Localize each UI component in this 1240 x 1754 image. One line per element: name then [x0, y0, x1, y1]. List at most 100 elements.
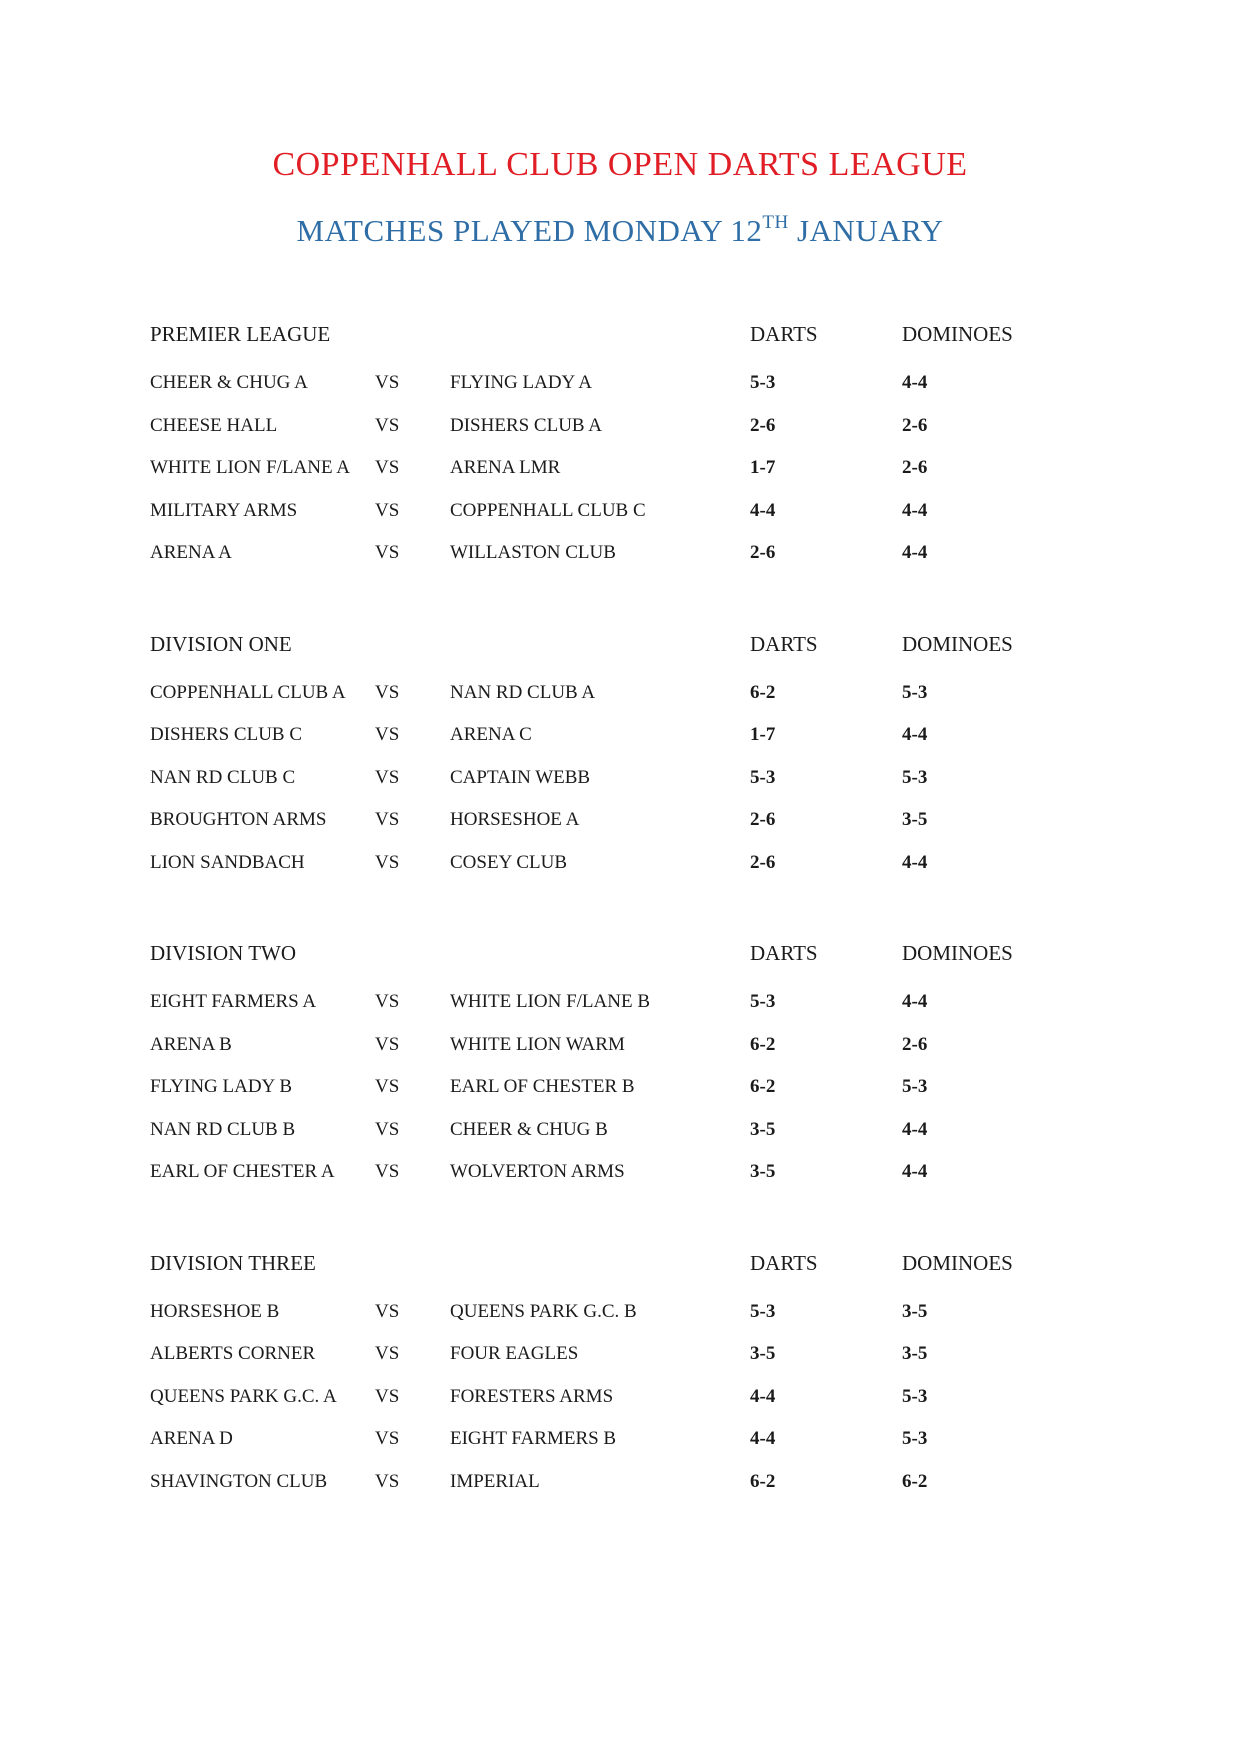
league-section: DIVISION THREE DARTS DOMINOES HORSESHOE B VS…	[150, 1251, 1180, 1514]
match-row: FLYING LADY B VS EARL OF CHESTER B 6-2 5-3	[150, 1076, 1180, 1119]
home-team: SHAVINGTON CLUB	[150, 1470, 328, 1492]
dominoes-score: 2-6	[902, 1033, 928, 1055]
away-team: QUEENS PARK G.C. B	[450, 1300, 637, 1322]
darts-score: 1-7	[750, 457, 776, 478]
away-team: FOUR EAGLES	[450, 1343, 579, 1364]
away-team: CHEER & CHUG B	[450, 1118, 608, 1140]
match-row: ARENA B VS WHITE LION WARM 6-2 2-6	[150, 1034, 1180, 1077]
vs-label: VS	[375, 1385, 400, 1407]
dominoes-score: 2-6	[902, 457, 928, 478]
match-row: DISHERS CLUB C VS ARENA C 1-7 4-4	[150, 724, 1180, 767]
column-header-dominoes: DOMINOES	[902, 631, 1013, 656]
home-team: CHEER & CHUG A	[150, 372, 308, 393]
darts-score: 3-5	[750, 1118, 776, 1140]
section-title: DIVISION ONE	[150, 631, 292, 656]
column-header-darts: DARTS	[750, 322, 818, 346]
darts-score: 6-2	[750, 681, 776, 703]
match-row: SHAVINGTON CLUB VS IMPERIAL 6-2 6-2	[150, 1471, 1180, 1514]
darts-score: 6-2	[750, 1033, 776, 1055]
match-row: MILITARY ARMS VS COPPENHALL CLUB C 4-4 4-4	[150, 500, 1180, 543]
match-row: BROUGHTON ARMS VS HORSESHOE A 2-6 3-5	[150, 809, 1180, 852]
darts-score: 2-6	[750, 542, 776, 563]
vs-label: VS	[375, 457, 400, 478]
darts-score: 1-7	[750, 724, 776, 745]
column-header-dominoes: DOMINOES	[902, 941, 1013, 965]
away-team: FLYING LADY A	[450, 372, 592, 393]
page-subtitle: MATCHES PLAYED MONDAY 12TH JANUARY	[0, 212, 1240, 248]
away-team: NAN RD CLUB A	[450, 681, 596, 703]
darts-score: 5-3	[750, 1300, 776, 1322]
vs-label: VS	[375, 1428, 400, 1449]
away-team: ARENA LMR	[450, 457, 561, 478]
section-header-row: DIVISION TWO DARTS DOMINOES	[150, 941, 1180, 991]
vs-label: VS	[375, 542, 400, 563]
darts-score: 6-2	[750, 1470, 776, 1492]
vs-label: VS	[375, 1470, 400, 1492]
column-header-dominoes: DOMINOES	[902, 322, 1013, 346]
match-row: HORSESHOE B VS QUEENS PARK G.C. B 5-3 3-5	[150, 1301, 1180, 1344]
dominoes-score: 4-4	[902, 991, 928, 1012]
vs-label: VS	[375, 809, 400, 830]
section-header-row: DIVISION THREE DARTS DOMINOES	[150, 1251, 1180, 1301]
vs-label: VS	[375, 1161, 400, 1182]
home-team: DISHERS CLUB C	[150, 724, 303, 745]
away-team: EIGHT FARMERS B	[450, 1428, 617, 1449]
section-header-row: PREMIER LEAGUE DARTS DOMINOES	[150, 322, 1180, 372]
darts-score: 5-3	[750, 766, 776, 788]
vs-label: VS	[375, 991, 400, 1012]
dominoes-score: 6-2	[902, 1470, 928, 1492]
home-team: MILITARY ARMS	[150, 499, 298, 521]
home-team: ALBERTS CORNER	[150, 1343, 316, 1364]
match-row: NAN RD CLUB C VS CAPTAIN WEBB 5-3 5-3	[150, 767, 1180, 810]
match-row: WHITE LION F/LANE A VS ARENA LMR 1-7 2-6	[150, 457, 1180, 500]
match-row: EIGHT FARMERS A VS WHITE LION F/LANE B 5-3 4…	[150, 991, 1180, 1034]
vs-label: VS	[375, 766, 400, 788]
vs-label: VS	[375, 414, 400, 436]
home-team: QUEENS PARK G.C. A	[150, 1385, 337, 1407]
dominoes-score: 4-4	[902, 1161, 928, 1182]
column-header-darts: DARTS	[750, 941, 818, 965]
dominoes-score: 3-5	[902, 1300, 928, 1322]
away-team: WHITE LION WARM	[450, 1033, 625, 1055]
dominoes-score: 5-3	[902, 681, 928, 703]
subtitle-prefix: MATCHES PLAYED MONDAY 12	[296, 213, 763, 248]
away-team: IMPERIAL	[450, 1470, 540, 1492]
away-team: HORSESHOE A	[450, 809, 580, 830]
match-row: COPPENHALL CLUB A VS NAN RD CLUB A 6-2 5-3	[150, 682, 1180, 725]
match-row: LION SANDBACH VS COSEY CLUB 2-6 4-4	[150, 852, 1180, 895]
dominoes-score: 4-4	[902, 724, 928, 745]
away-team: WOLVERTON ARMS	[450, 1161, 625, 1182]
vs-label: VS	[375, 1300, 400, 1322]
darts-score: 5-3	[750, 991, 776, 1012]
dominoes-score: 4-4	[902, 851, 928, 873]
dominoes-score: 5-3	[902, 1076, 928, 1097]
league-section: DIVISION TWO DARTS DOMINOES EIGHT FARMERS A…	[150, 941, 1180, 1204]
away-team: DISHERS CLUB A	[450, 414, 603, 436]
match-row: ARENA D VS EIGHT FARMERS B 4-4 5-3	[150, 1428, 1180, 1471]
darts-score: 2-6	[750, 809, 776, 830]
match-row: CHEER & CHUG A VS FLYING LADY A 5-3 4-4	[150, 372, 1180, 415]
away-team: EARL OF CHESTER B	[450, 1076, 635, 1097]
home-team: LION SANDBACH	[150, 851, 305, 873]
away-team: FORESTERS ARMS	[450, 1385, 614, 1407]
vs-label: VS	[375, 724, 400, 745]
match-row: NAN RD CLUB B VS CHEER & CHUG B 3-5 4-4	[150, 1119, 1180, 1162]
column-header-darts: DARTS	[750, 1250, 818, 1275]
column-header-dominoes: DOMINOES	[902, 1250, 1013, 1275]
subtitle-ordinal: TH	[762, 212, 789, 233]
vs-label: VS	[375, 499, 400, 521]
vs-label: VS	[375, 372, 400, 393]
home-team: NAN RD CLUB C	[150, 766, 296, 788]
dominoes-score: 4-4	[902, 372, 928, 393]
column-header-darts: DARTS	[750, 631, 818, 656]
vs-label: VS	[375, 1076, 400, 1097]
match-row: ARENA A VS WILLASTON CLUB 2-6 4-4	[150, 542, 1180, 585]
home-team: ARENA B	[150, 1033, 232, 1055]
dominoes-score: 4-4	[902, 499, 928, 521]
home-team: HORSESHOE B	[150, 1300, 280, 1322]
home-team: FLYING LADY B	[150, 1076, 292, 1097]
home-team: ARENA D	[150, 1428, 233, 1449]
darts-score: 6-2	[750, 1076, 776, 1097]
darts-score: 4-4	[750, 1385, 776, 1407]
